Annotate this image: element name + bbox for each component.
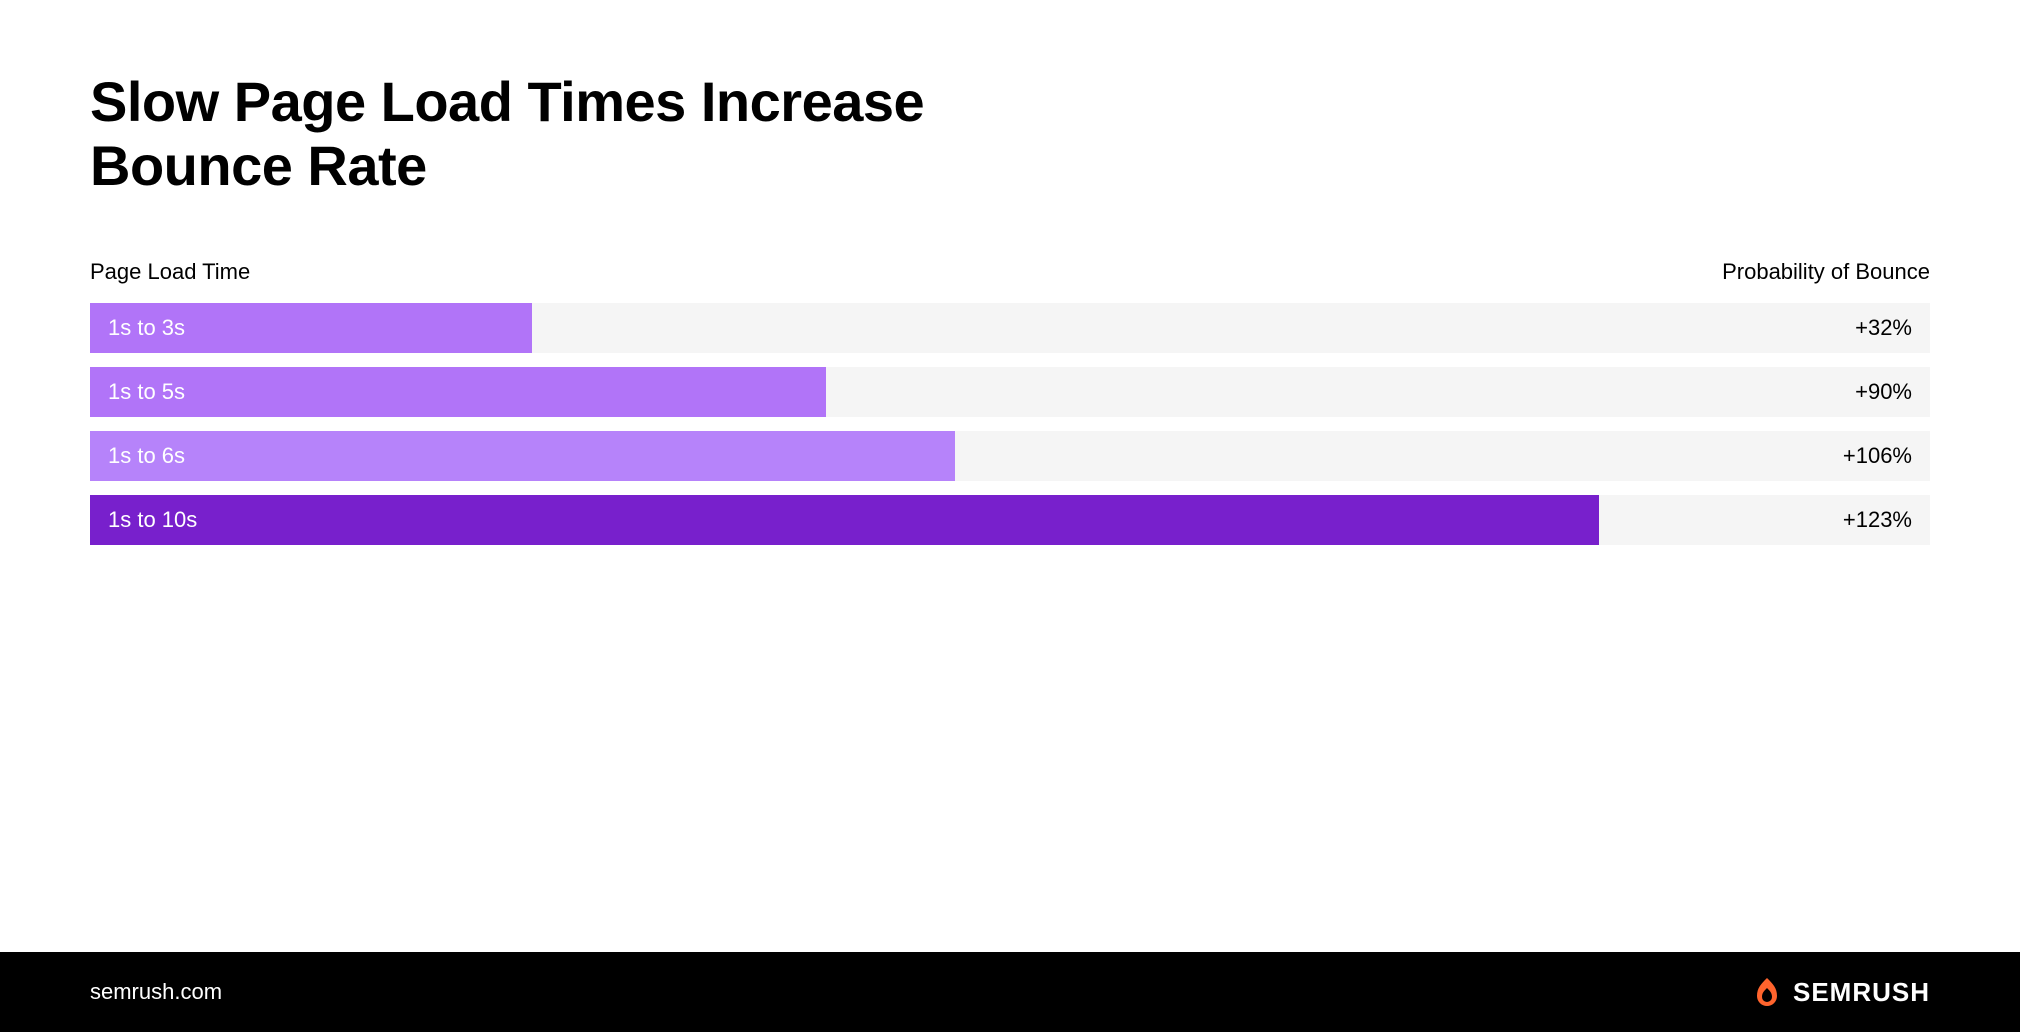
bar-row: 1s to 10s +123% [90, 495, 1930, 545]
bar-row: 1s to 5s +90% [90, 367, 1930, 417]
bar-value: +32% [1855, 315, 1912, 341]
bar-fill: 1s to 3s [90, 303, 532, 353]
footer-url: semrush.com [90, 979, 222, 1005]
y-axis-label: Probability of Bounce [1722, 259, 1930, 285]
brand-name: SEMRUSH [1793, 977, 1930, 1008]
axis-labels: Page Load Time Probability of Bounce [90, 259, 1930, 285]
footer: semrush.com SEMRUSH [0, 952, 2020, 1032]
brand: SEMRUSH [1751, 976, 1930, 1008]
chart-container: Slow Page Load Times Increase Bounce Rat… [0, 0, 2020, 952]
bar-fill: 1s to 5s [90, 367, 826, 417]
flame-icon [1751, 976, 1783, 1008]
bar-value: +123% [1843, 507, 1912, 533]
bar-fill: 1s to 6s [90, 431, 955, 481]
bar-row: 1s to 3s +32% [90, 303, 1930, 353]
bar-value: +90% [1855, 379, 1912, 405]
bar-row: 1s to 6s +106% [90, 431, 1930, 481]
bar-fill: 1s to 10s [90, 495, 1599, 545]
bar-value: +106% [1843, 443, 1912, 469]
chart-title: Slow Page Load Times Increase Bounce Rat… [90, 70, 990, 199]
x-axis-label: Page Load Time [90, 259, 250, 285]
bars-group: 1s to 3s +32% 1s to 5s +90% 1s to 6s +10… [90, 303, 1930, 545]
